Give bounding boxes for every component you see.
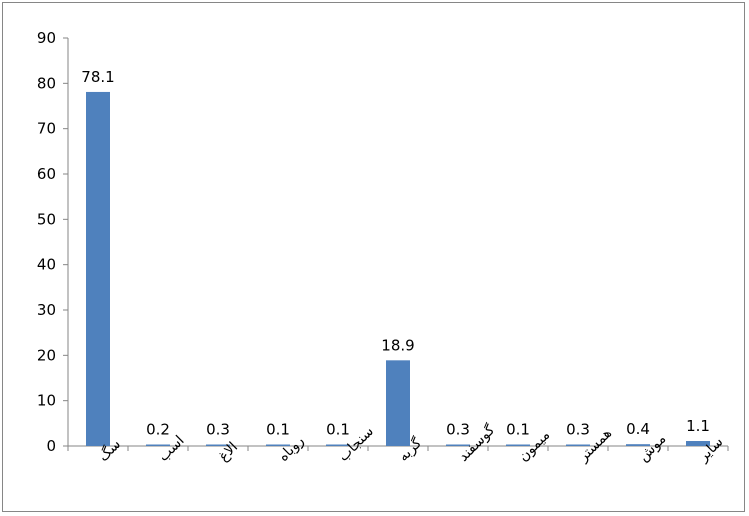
- bar: [386, 360, 410, 446]
- y-tick-label: 20: [37, 346, 56, 364]
- data-label: 0.1: [266, 421, 290, 439]
- data-label: 78.1: [81, 68, 114, 86]
- bar: [686, 441, 710, 446]
- y-tick-label: 40: [37, 256, 56, 274]
- data-label: 0.1: [326, 421, 350, 439]
- category-label: سایر: [695, 434, 727, 466]
- y-tick-label: 10: [37, 392, 56, 410]
- data-label: 0.4: [626, 420, 650, 438]
- y-tick-label: 70: [37, 120, 56, 138]
- y-tick-label: 90: [37, 29, 56, 47]
- bar: [326, 444, 350, 446]
- data-label: 0.3: [446, 421, 470, 439]
- y-tick-label: 50: [37, 210, 56, 228]
- data-label: 0.3: [206, 421, 230, 439]
- data-label: 0.1: [506, 421, 530, 439]
- bar: [206, 444, 230, 446]
- data-label: 18.9: [381, 336, 414, 354]
- y-tick-label: 0: [46, 437, 56, 455]
- bar: [86, 91, 110, 447]
- data-label: 0.3: [566, 421, 590, 439]
- y-tick-label: 60: [37, 165, 56, 183]
- y-tick-label: 80: [37, 74, 56, 92]
- bar: [146, 444, 170, 446]
- bar: [506, 444, 530, 446]
- bar: [446, 444, 470, 446]
- bar: [626, 444, 650, 446]
- data-label: 1.1: [686, 417, 710, 435]
- data-label: 0.2: [146, 421, 170, 439]
- category-label: الاغ: [216, 439, 242, 465]
- bar: [566, 444, 590, 446]
- bar: [266, 444, 290, 446]
- y-tick-label: 30: [37, 301, 56, 319]
